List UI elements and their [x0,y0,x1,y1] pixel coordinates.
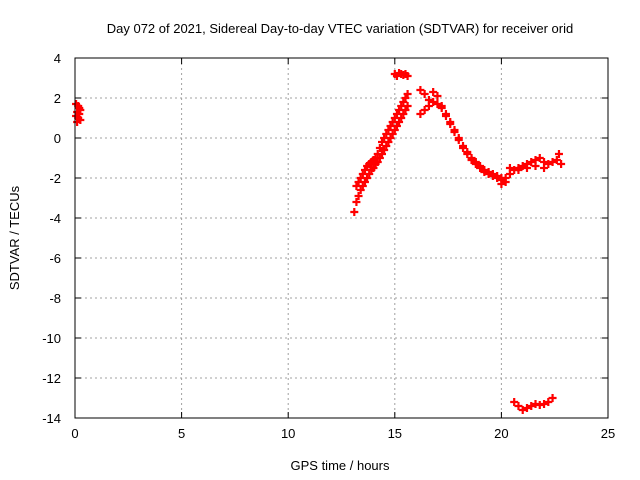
data-point [441,110,450,118]
data-point [518,162,527,170]
x-tick-label: 10 [281,426,295,441]
y-tick-label: 4 [54,51,61,66]
data-point [416,110,425,118]
y-tick-label: -4 [49,211,61,226]
data-point [463,148,472,156]
data-point [450,126,459,134]
data-point [375,144,384,152]
data-point [554,150,563,158]
data-point [527,158,536,166]
data-point [548,394,557,402]
data-point [433,100,442,108]
plot-frame [74,57,609,419]
y-tick-label: -10 [42,331,61,346]
series-rise-b [352,90,412,190]
data-points [72,69,566,414]
data-point [420,90,429,98]
chart-title: Day 072 of 2021, Sidereal Day-to-day VTE… [107,21,574,36]
series-rise-a [350,102,412,216]
data-point [488,170,497,178]
data-point [510,398,519,406]
x-tick-label: 0 [71,426,78,441]
data-point [501,174,510,182]
data-point [403,90,412,98]
data-point [552,156,561,164]
series-late [497,150,566,188]
y-axis-label: SDTVAR / TECUs [7,185,22,290]
data-point [514,166,523,174]
series-early [72,100,85,126]
data-point [420,106,429,114]
data-point [433,92,442,100]
data-point [72,112,81,120]
data-point [429,88,438,96]
x-tick-label: 25 [601,426,615,441]
data-point [535,154,544,162]
y-tick-label: -8 [49,291,61,306]
data-point [497,180,506,188]
data-point [544,398,553,406]
x-tick-label: 5 [178,426,185,441]
data-point [493,172,502,180]
data-point [476,162,485,170]
data-point [540,164,549,172]
data-point [505,164,514,172]
data-point [352,198,361,206]
data-point [446,118,455,126]
y-tick-label: -12 [42,371,61,386]
data-point [531,162,540,170]
data-point [429,98,438,106]
data-point [514,402,523,410]
data-point [459,142,468,150]
series-low [510,394,557,414]
y-tick-label: 2 [54,91,61,106]
x-tick-label: 15 [388,426,402,441]
data-point [557,160,566,168]
series-top-short [390,69,412,80]
data-point [354,192,363,200]
data-point [437,102,446,110]
data-point [522,164,531,172]
y-tick-label: -2 [49,171,61,186]
data-point [467,154,476,162]
data-point [350,208,359,216]
y-tick-label: -6 [49,251,61,266]
data-point [484,168,493,176]
data-point [403,72,412,80]
data-point [540,400,549,408]
data-point [522,404,531,412]
data-point [480,166,489,174]
y-tick-label: 0 [54,131,61,146]
data-point [527,402,536,410]
data-point [76,106,85,114]
data-point [454,134,463,142]
y-tick-label: -14 [42,411,61,426]
data-point [471,158,480,166]
data-point [416,86,425,94]
data-point [373,150,382,158]
data-point [518,406,527,414]
x-axis-label: GPS time / hours [291,458,390,473]
data-point [544,160,553,168]
x-tick-label: 20 [494,426,508,441]
data-point [424,96,433,104]
data-point [548,158,557,166]
